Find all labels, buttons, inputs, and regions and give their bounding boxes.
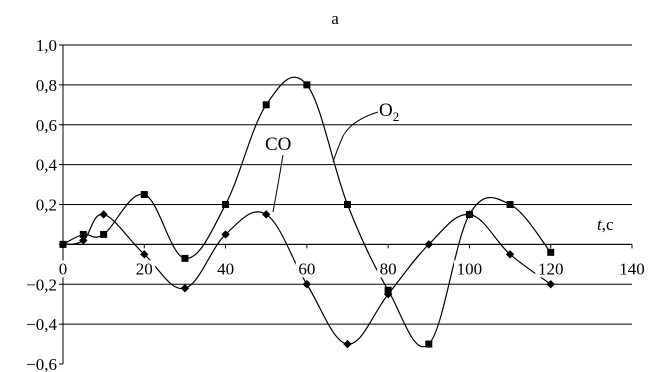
annotation-leaders: [272, 111, 379, 213]
y-tick-label: −0,4: [26, 315, 57, 334]
x-tick-label: 60: [298, 259, 315, 278]
y-tick-label: −0,6: [26, 355, 57, 372]
data-point-o2: [222, 201, 230, 208]
x-tick-label-bg: [214, 260, 237, 278]
data-point-o2: [547, 248, 555, 256]
series-label-o2: O2: [379, 100, 399, 124]
x-tick-label-bg: [453, 260, 485, 278]
series-label-o2-sub: 2: [393, 109, 400, 124]
data-point-o2: [100, 230, 108, 238]
x-tick-label: 100: [457, 259, 483, 278]
data-point-o2: [506, 201, 514, 208]
data-point-o2: [79, 230, 87, 238]
data-point-o2: [140, 191, 148, 199]
x-tick-label-bg: [133, 260, 156, 278]
leader-o2: [332, 111, 379, 163]
series-label-o2-main: O: [379, 100, 393, 121]
series: [58, 76, 555, 349]
data-point-o2: [303, 81, 311, 89]
x-tick-label: 20: [136, 259, 153, 278]
data-point-o2: [262, 101, 270, 109]
axes: [59, 44, 633, 365]
series-o2: [59, 76, 555, 348]
x-tick-label: 40: [217, 259, 234, 278]
y-tick-label: 1,0: [36, 36, 57, 55]
data-point-co: [505, 250, 515, 259]
data-point-co: [383, 290, 393, 299]
x-tick-label: 0: [59, 259, 68, 278]
x-tick-labels: 0 20 40 60 80 100 120 140: [56, 259, 648, 278]
x-tick-label-bg: [616, 260, 648, 278]
data-point-o2: [425, 340, 433, 348]
x-tick-label-bg: [295, 260, 318, 278]
x-tick-label-bg: [56, 260, 70, 278]
x-axis-unit: ,c: [602, 215, 614, 234]
series-co: [58, 210, 555, 349]
data-point-co: [343, 339, 352, 349]
data-point-o2: [181, 254, 189, 262]
data-point-co: [140, 250, 149, 259]
series-line-co: [62, 211, 552, 345]
x-tick-label-bg: [377, 260, 400, 278]
data-point-co: [302, 280, 312, 289]
data-point-co: [79, 236, 88, 245]
x-axis-label: t,c: [597, 215, 614, 234]
leader-co: [272, 154, 284, 213]
data-point-co: [465, 210, 474, 219]
y-tick-label: 0,2: [36, 196, 57, 215]
y-tick-label: 0,6: [36, 116, 57, 135]
data-point-co: [58, 240, 68, 249]
x-tick-label: 120: [538, 259, 564, 278]
grid-lines: [63, 44, 632, 325]
data-point-co: [262, 210, 271, 219]
data-point-co: [99, 210, 108, 219]
chart-title: a: [331, 9, 339, 28]
y-tick-label: 0,8: [36, 76, 57, 95]
series-line-o2: [62, 76, 552, 348]
x-tick-label: 80: [380, 259, 397, 278]
x-tick-label: 140: [619, 259, 645, 278]
data-point-co: [180, 284, 190, 293]
y-tick-label: −0,2: [26, 275, 57, 294]
series-label-co: CO: [265, 134, 291, 155]
x-axis-variable: t: [597, 215, 603, 234]
data-point-o2: [344, 201, 351, 208]
data-point-co: [546, 280, 555, 289]
y-tick-labels: 1,0 0,8 0,6 0,4 0,2 −0,2 −0,4 −0,6: [26, 36, 57, 372]
y-tick-label: 0,4: [36, 156, 58, 175]
data-point-co: [221, 230, 230, 239]
data-point-co: [424, 240, 433, 249]
x-tick-label-bg: [535, 260, 567, 278]
